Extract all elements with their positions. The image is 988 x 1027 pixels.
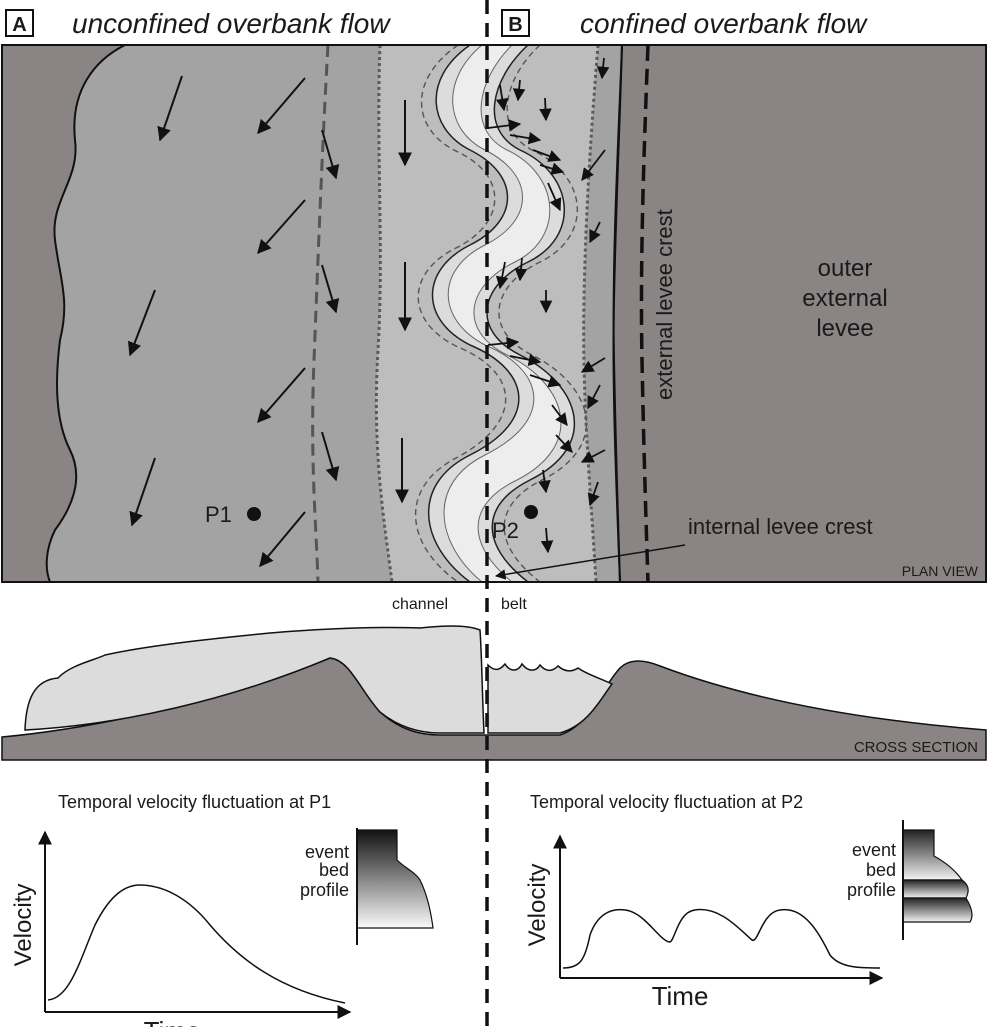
point-p1-marker (247, 507, 261, 521)
graph-p2-profile-line1: event (852, 840, 896, 860)
plan-view-frame (1, 44, 987, 583)
plan-view (2, 45, 986, 582)
point-p2-label: P2 (492, 518, 519, 543)
graph-p2-profile-line3: profile (847, 880, 896, 900)
dashed-crest-left (311, 45, 330, 582)
graph-p1-profile-line1: event (305, 842, 349, 862)
panel-b-letter: B (508, 14, 522, 36)
external-levee-crest-solid (612, 45, 623, 582)
outer-external-levee-line2: external (802, 285, 887, 312)
graph-p2-profile-line2: bed (866, 860, 896, 880)
outer-external-levee-line1: outer (818, 255, 873, 282)
graph-p2: Temporal velocity fluctuation at P2 Velo… (524, 792, 973, 1011)
panel-b-header: B confined overbank flow (501, 8, 868, 39)
graph-p2-curve (562, 908, 881, 969)
internal-levee-crest-pointer (494, 544, 686, 580)
graph-p2-bed-layer1 (902, 829, 964, 881)
external-levee-crest-label: external levee crest (652, 209, 677, 400)
cross-section: CROSS SECTION (1, 625, 987, 761)
graph-p2-ylabel: Velocity (524, 864, 551, 947)
panel-a-title: unconfined overbank flow (72, 8, 391, 39)
channel-belt-left: channel (392, 596, 448, 613)
channel-dashed-left (414, 45, 507, 582)
panel-b-title: confined overbank flow (580, 8, 868, 39)
graph-p1-xlabel: Time (144, 1016, 201, 1027)
graph-p1-bed-profile (356, 829, 434, 929)
flow-arrows-unconfined (127, 75, 412, 568)
graph-p1: Temporal velocity fluctuation at P1 Velo… (10, 792, 434, 1027)
cross-section-deposit-left (24, 625, 485, 734)
panel-a-header: A unconfined overbank flow (5, 8, 391, 39)
external-levee-crest-dashed (639, 45, 650, 582)
internal-levee-crest-label: internal levee crest (688, 514, 873, 539)
graph-p1-curve (47, 884, 346, 1004)
cross-section-deposit-right (487, 662, 614, 734)
point-p2-marker (524, 505, 538, 519)
graph-p2-title: Temporal velocity fluctuation at P2 (530, 792, 803, 812)
channel-dashed-right (498, 45, 587, 582)
graph-p1-profile-line2: bed (319, 860, 349, 880)
graph-p1-title: Temporal velocity fluctuation at P1 (58, 792, 331, 812)
outer-external-levee-line3: levee (816, 315, 873, 342)
internal-levee-crest-left (374, 45, 394, 582)
graph-p1-profile-line3: profile (300, 880, 349, 900)
graph-p2-xlabel: Time (652, 981, 709, 1011)
plan-view-caption: PLAN VIEW (902, 563, 979, 579)
flow-arrows-confined (487, 57, 610, 554)
cross-section-caption: CROSS SECTION (854, 739, 978, 756)
graph-p1-ylabel: Velocity (10, 884, 37, 967)
graph-p2-bed-layer3 (902, 897, 973, 923)
channel-belt-right: belt (501, 596, 527, 613)
point-p1-label: P1 (205, 502, 232, 527)
graph-p2-bed-layer2 (902, 879, 969, 899)
panel-a-letter: A (12, 14, 26, 36)
